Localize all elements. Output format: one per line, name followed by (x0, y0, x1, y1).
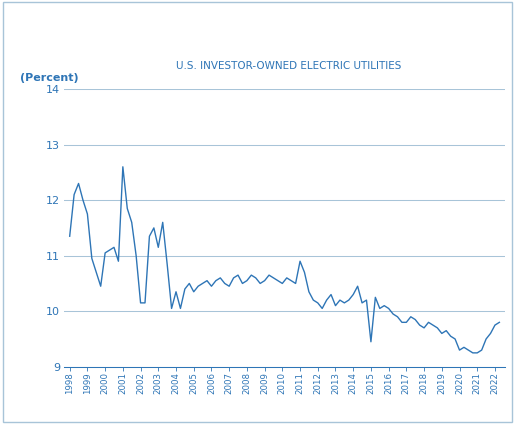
Text: 1998-2022: 1998-2022 (237, 21, 344, 39)
Text: Average Awarded ROE: Average Awarded ROE (2, 21, 228, 39)
Text: (Percent): (Percent) (20, 73, 78, 84)
Text: U.S. INVESTOR-OWNED ELECTRIC UTILITIES: U.S. INVESTOR-OWNED ELECTRIC UTILITIES (176, 61, 401, 71)
